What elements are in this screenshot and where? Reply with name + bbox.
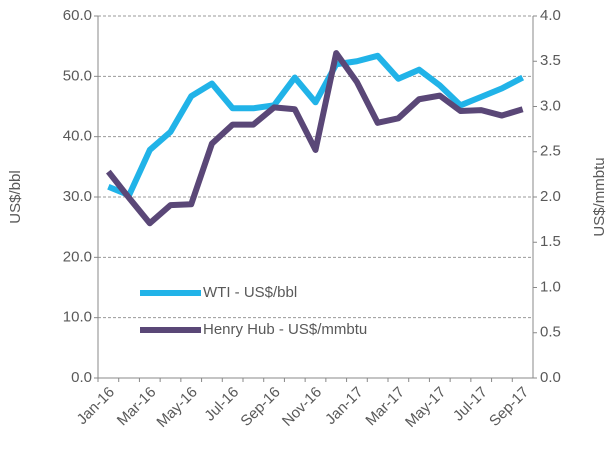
- legend-label: Henry Hub - US$/mmbtu: [203, 321, 367, 338]
- y2-tick-label: 3.5: [540, 52, 561, 69]
- y2-tick-label: 1.5: [540, 233, 561, 250]
- y2-tick-label: 2.5: [540, 143, 561, 160]
- y2-axis-label: US$/mmbtu: [591, 157, 608, 236]
- y-tick-label: 0.0: [71, 369, 92, 386]
- x-tick-label: May-17: [402, 384, 449, 431]
- x-tick-label: Sep-16: [237, 384, 283, 430]
- y-tick-label: 10.0: [63, 309, 92, 326]
- y2-tick-label: 2.0: [540, 188, 561, 205]
- series-line: [107, 52, 525, 199]
- y-tick-label: 30.0: [63, 188, 92, 205]
- y2-tick-label: 4.0: [540, 7, 561, 24]
- y-tick-label: 20.0: [63, 248, 92, 265]
- y2-tick-label: 0.5: [540, 324, 561, 341]
- x-tick-label: Sep-17: [486, 384, 532, 430]
- y-axis-label: US$/bbl: [7, 170, 24, 223]
- y-tick-label: 40.0: [63, 128, 92, 145]
- y-tick-label: 60.0: [63, 7, 92, 24]
- x-tick-label: Mar-16: [114, 384, 160, 430]
- x-tick-label: Jan-17: [322, 384, 366, 428]
- y2-tick-label: 0.0: [540, 369, 561, 386]
- x-tick-label: May-16: [153, 384, 200, 431]
- x-tick-label: Jul-16: [201, 384, 242, 425]
- series-line: [106, 50, 524, 227]
- y2-tick-label: 3.0: [540, 97, 561, 114]
- x-tick-label: Jan-16: [74, 384, 118, 428]
- x-tick-label: Jul-17: [450, 384, 491, 425]
- y2-tick-label: 1.0: [540, 278, 561, 295]
- y-tick-label: 50.0: [63, 67, 92, 84]
- legend-label: WTI - US$/bbl: [203, 284, 297, 301]
- x-tick-label: Mar-17: [362, 384, 408, 430]
- x-tick-label: Nov-16: [279, 384, 325, 430]
